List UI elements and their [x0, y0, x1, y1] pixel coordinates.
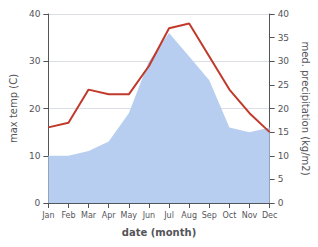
svg-text:30: 30: [29, 56, 41, 66]
svg-text:10: 10: [278, 151, 290, 161]
svg-text:30: 30: [278, 56, 290, 66]
svg-text:med. precipitation (kg/m2): med. precipitation (kg/m2): [300, 41, 311, 175]
svg-text:40: 40: [29, 9, 41, 19]
svg-text:0: 0: [278, 198, 284, 208]
svg-text:15: 15: [278, 127, 289, 137]
svg-text:max temp (C): max temp (C): [8, 74, 19, 143]
svg-text:25: 25: [278, 80, 289, 90]
svg-text:20: 20: [278, 104, 290, 114]
svg-text:Feb: Feb: [61, 211, 75, 220]
svg-text:5: 5: [278, 174, 284, 184]
svg-text:20: 20: [29, 104, 41, 114]
svg-text:date (month): date (month): [122, 227, 196, 238]
svg-text:35: 35: [278, 33, 289, 43]
svg-text:May: May: [121, 211, 138, 220]
svg-text:0: 0: [35, 198, 41, 208]
svg-text:Apr: Apr: [102, 211, 117, 220]
svg-text:Jul: Jul: [163, 211, 174, 220]
svg-text:Sep: Sep: [202, 211, 217, 220]
svg-text:Oct: Oct: [222, 211, 236, 220]
svg-text:Dec: Dec: [262, 211, 277, 220]
svg-text:40: 40: [278, 9, 290, 19]
svg-text:Nov: Nov: [242, 211, 258, 220]
svg-text:10: 10: [29, 151, 41, 161]
svg-text:Aug: Aug: [181, 211, 197, 220]
svg-text:Jan: Jan: [41, 211, 54, 220]
svg-text:Jun: Jun: [142, 211, 156, 220]
svg-text:Mar: Mar: [81, 211, 97, 220]
